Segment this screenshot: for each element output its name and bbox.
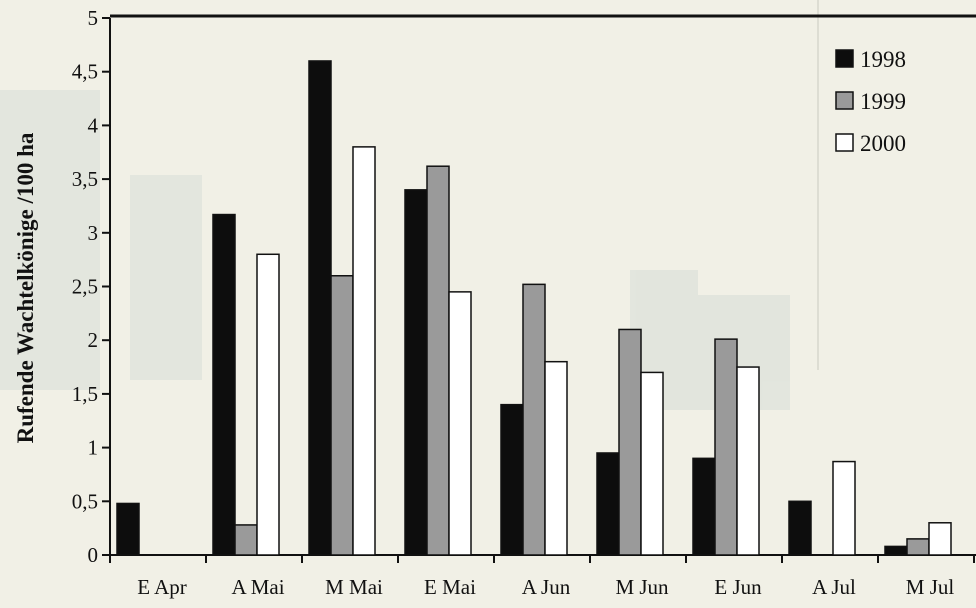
- x-tick-label: M Mai: [325, 575, 383, 599]
- y-tick-label: 4,5: [72, 60, 98, 84]
- bar-2000-a-jun: [545, 362, 567, 555]
- x-tick-label: A Jul: [812, 575, 856, 599]
- bar-1998-a-jul: [789, 501, 811, 555]
- bar-1998-m-jul: [885, 546, 907, 555]
- y-axis-title: Rufende Wachtelkönige /100 ha: [13, 132, 38, 443]
- bar-2000-a-mai: [257, 254, 279, 555]
- y-tick-label: 0: [88, 543, 99, 567]
- y-tick-label: 2: [88, 328, 99, 352]
- legend: 1998 1999 2000: [836, 47, 906, 156]
- bar-1998-a-mai: [213, 215, 235, 555]
- legend-label: 2000: [860, 131, 906, 156]
- bar-1998-e-mai: [405, 190, 427, 555]
- x-tick-label: A Mai: [231, 575, 284, 599]
- bar-1998-a-jun: [501, 405, 523, 555]
- y-tick-label: 1,5: [72, 382, 98, 406]
- bar-2000-e-mai: [449, 292, 471, 555]
- bar-2000-m-mai: [353, 147, 375, 555]
- bar-2000-m-jun: [641, 372, 663, 555]
- y-tick-label: 3,5: [72, 167, 98, 191]
- bar-1999-m-mai: [331, 276, 353, 555]
- bar-1998-e-jun: [693, 458, 715, 555]
- bar-1998-m-jun: [597, 453, 619, 555]
- bar-1999-e-jun: [715, 339, 737, 555]
- y-tick-label: 2,5: [72, 275, 98, 299]
- y-tick-label: 3: [88, 221, 99, 245]
- x-tick-label: E Mai: [424, 575, 476, 599]
- y-tick-label: 0,5: [72, 489, 98, 513]
- bleed-shape: [130, 175, 202, 380]
- bar-1998-e-apr: [117, 503, 139, 555]
- y-tick-label: 4: [88, 113, 99, 137]
- bar-2000-m-jul: [929, 523, 951, 555]
- y-tick-label: 5: [88, 6, 99, 30]
- bar-1998-m-mai: [309, 61, 331, 555]
- bar-1999-e-mai: [427, 166, 449, 555]
- bars: [117, 61, 951, 555]
- bar-1999-m-jul: [907, 539, 929, 555]
- y-tick-label: 1: [88, 436, 99, 460]
- legend-swatch: [836, 92, 853, 109]
- x-tick-label: E Jun: [714, 575, 762, 599]
- legend-swatch: [836, 50, 853, 67]
- x-ticks: E Apr A Mai M Mai E Mai A Jun M Jun E Jun A Jul…: [110, 555, 974, 599]
- x-tick-label: M Jun: [615, 575, 669, 599]
- bar-1999-a-mai: [235, 525, 257, 555]
- bar-2000-a-jul: [833, 462, 855, 555]
- x-tick-label: M Jul: [906, 575, 955, 599]
- legend-label: 1999: [860, 89, 906, 114]
- x-tick-label: E Apr: [137, 575, 187, 599]
- legend-label: 1998: [860, 47, 906, 72]
- legend-swatch: [836, 134, 853, 151]
- x-tick-label: A Jun: [522, 575, 571, 599]
- bar-2000-e-jun: [737, 367, 759, 555]
- bar-1999-a-jun: [523, 284, 545, 555]
- bar-1999-m-jun: [619, 329, 641, 555]
